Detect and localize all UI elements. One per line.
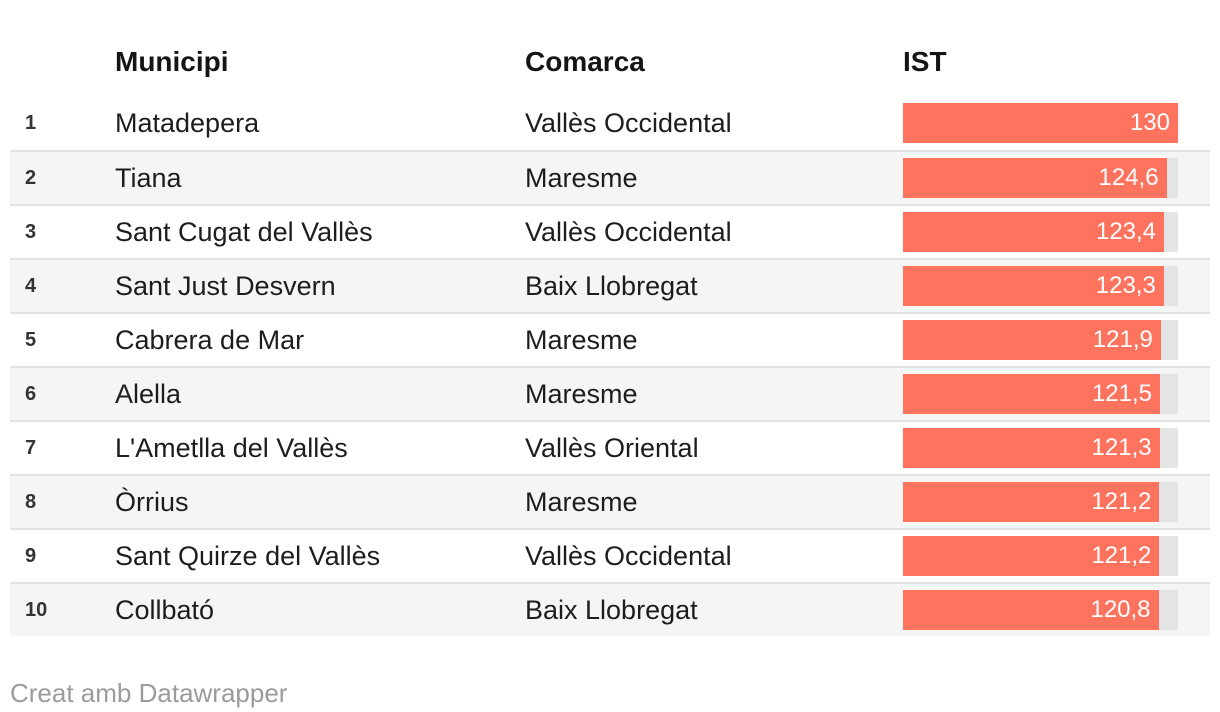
ist-bar: 121,2	[903, 536, 1160, 576]
table-row: 5 Cabrera de Mar Maresme 121,9	[10, 312, 1210, 366]
ist-bar-track: 121,2	[903, 482, 1178, 522]
ist-value-label: 121,3	[1091, 434, 1152, 461]
row-rank: 10	[25, 598, 48, 621]
row-municipi: Òrrius	[115, 486, 189, 517]
row-municipi: Sant Cugat del Vallès	[115, 216, 373, 247]
table-header-row: Municipi Comarca IST	[10, 0, 1210, 96]
row-ist-cell: 121,2	[903, 482, 1210, 522]
row-comarca: Maresme	[525, 378, 638, 409]
row-comarca: Baix Llobregat	[525, 594, 698, 625]
row-ist-cell: 130	[903, 103, 1210, 143]
row-rank: 7	[25, 436, 37, 459]
row-comarca: Maresme	[525, 324, 638, 355]
row-ist-cell: 120,8	[903, 590, 1210, 630]
ist-bar-track: 121,9	[903, 320, 1178, 360]
ist-bar: 121,3	[903, 428, 1160, 468]
table-row: 7 L'Ametlla del Vallès Vallès Oriental 1…	[10, 420, 1210, 474]
row-municipi: Matadepera	[115, 107, 260, 138]
ist-value-label: 121,2	[1091, 542, 1152, 569]
table-row: 6 Alella Maresme 121,5	[10, 366, 1210, 420]
ist-value-label: 121,9	[1092, 326, 1153, 353]
ist-bar-track: 121,3	[903, 428, 1178, 468]
ist-value-label: 121,2	[1091, 488, 1152, 515]
row-municipi: Alella	[115, 378, 182, 409]
row-ist-cell: 121,9	[903, 320, 1210, 360]
row-ist-cell: 121,2	[903, 536, 1210, 576]
column-header-comarca: Comarca	[525, 46, 645, 77]
row-ist-cell: 124,6	[903, 158, 1210, 198]
credit-line: Creat amb Datawrapper	[10, 678, 1210, 709]
row-comarca: Vallès Occidental	[525, 216, 732, 247]
ist-bar-track: 120,8	[903, 590, 1178, 630]
ist-bar: 123,4	[903, 212, 1165, 252]
row-comarca: Vallès Occidental	[525, 540, 732, 571]
column-header-ist: IST	[903, 46, 947, 77]
row-rank: 8	[25, 490, 37, 513]
ist-value-label: 120,8	[1090, 596, 1151, 623]
row-rank: 2	[25, 166, 37, 189]
row-ist-cell: 123,4	[903, 212, 1210, 252]
row-rank: 5	[25, 328, 37, 351]
row-rank: 1	[25, 111, 37, 134]
table-row: 3 Sant Cugat del Vallès Vallès Occidenta…	[10, 204, 1210, 258]
table-row: 1 Matadepera Vallès Occidental 130	[10, 96, 1210, 150]
ist-bar-track: 130	[903, 103, 1178, 143]
row-comarca: Baix Llobregat	[525, 270, 698, 301]
row-comarca: Vallès Oriental	[525, 432, 699, 463]
row-municipi: Collbató	[115, 594, 215, 625]
ist-value-label: 130	[1129, 109, 1170, 136]
row-ist-cell: 121,3	[903, 428, 1210, 468]
ist-bar: 123,3	[903, 266, 1164, 306]
row-municipi: Sant Just Desvern	[115, 270, 336, 301]
ist-bar: 120,8	[903, 590, 1159, 630]
table-row: 8 Òrrius Maresme 121,2	[10, 474, 1210, 528]
ist-bar-track: 121,5	[903, 374, 1178, 414]
ist-bar-track: 121,2	[903, 536, 1178, 576]
ist-bar-track: 124,6	[903, 158, 1178, 198]
ist-bar: 121,5	[903, 374, 1161, 414]
row-rank: 4	[25, 274, 37, 297]
table-row: 2 Tiana Maresme 124,6	[10, 150, 1210, 204]
ist-value-label: 124,6	[1098, 164, 1159, 191]
table-body: 1 Matadepera Vallès Occidental 130 2 Tia…	[10, 96, 1210, 636]
row-rank: 6	[25, 382, 37, 405]
data-table: Municipi Comarca IST 1 Matadepera Vallès…	[10, 0, 1210, 636]
table-row: 9 Sant Quirze del Vallès Vallès Occident…	[10, 528, 1210, 582]
ist-bar: 121,2	[903, 482, 1160, 522]
row-comarca: Maresme	[525, 162, 638, 193]
ist-bar-track: 123,3	[903, 266, 1178, 306]
row-rank: 3	[25, 220, 37, 243]
row-municipi: Cabrera de Mar	[115, 324, 305, 355]
column-header-municipi: Municipi	[115, 46, 229, 77]
row-comarca: Vallès Occidental	[525, 107, 732, 138]
row-municipi: L'Ametlla del Vallès	[115, 432, 348, 463]
table-row: 10 Collbató Baix Llobregat 120,8	[10, 582, 1210, 636]
row-ist-cell: 121,5	[903, 374, 1210, 414]
row-rank: 9	[25, 544, 37, 567]
ist-value-label: 123,3	[1095, 272, 1156, 299]
row-comarca: Maresme	[525, 486, 638, 517]
row-municipi: Sant Quirze del Vallès	[115, 540, 381, 571]
ist-bar: 130	[903, 103, 1178, 143]
table-row: 4 Sant Just Desvern Baix Llobregat 123,3	[10, 258, 1210, 312]
credit-text: Creat amb Datawrapper	[10, 678, 288, 708]
ist-bar: 121,9	[903, 320, 1161, 360]
row-ist-cell: 123,3	[903, 266, 1210, 306]
row-municipi: Tiana	[115, 162, 182, 193]
ist-bar-track: 123,4	[903, 212, 1178, 252]
ist-bar: 124,6	[903, 158, 1167, 198]
ist-value-label: 121,5	[1091, 380, 1153, 407]
ist-value-label: 123,4	[1095, 218, 1157, 245]
